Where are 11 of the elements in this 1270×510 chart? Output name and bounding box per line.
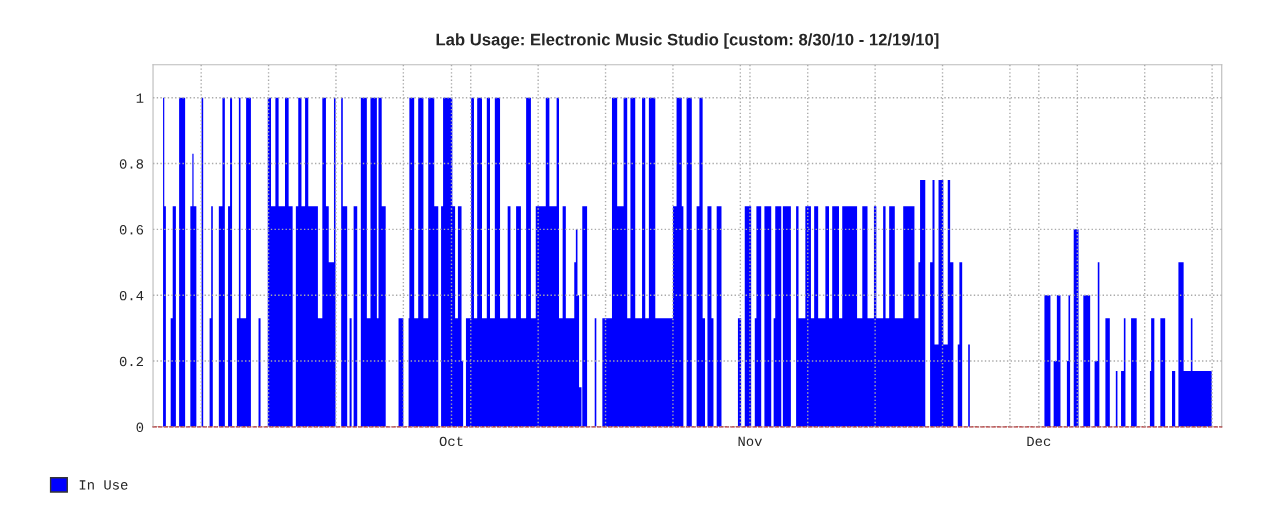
- y-tick-label: 0.6: [119, 225, 144, 235]
- chart-title: Lab Usage: Electronic Music Studio [custom: 8/30/10 - 12/19/10]: [436, 33, 939, 49]
- y-tick-label: 1: [136, 93, 144, 103]
- y-tick-label: 0.8: [119, 159, 144, 169]
- x-tick-label: Nov: [738, 436, 762, 447]
- x-tick-label: Dec: [1027, 436, 1051, 447]
- legend-label: In Use: [79, 480, 128, 490]
- x-tick-label: Oct: [439, 436, 463, 447]
- y-tick-label: 0.4: [119, 290, 144, 301]
- y-tick-label: 0.2: [119, 356, 144, 367]
- y-tick-label: 0: [136, 422, 144, 433]
